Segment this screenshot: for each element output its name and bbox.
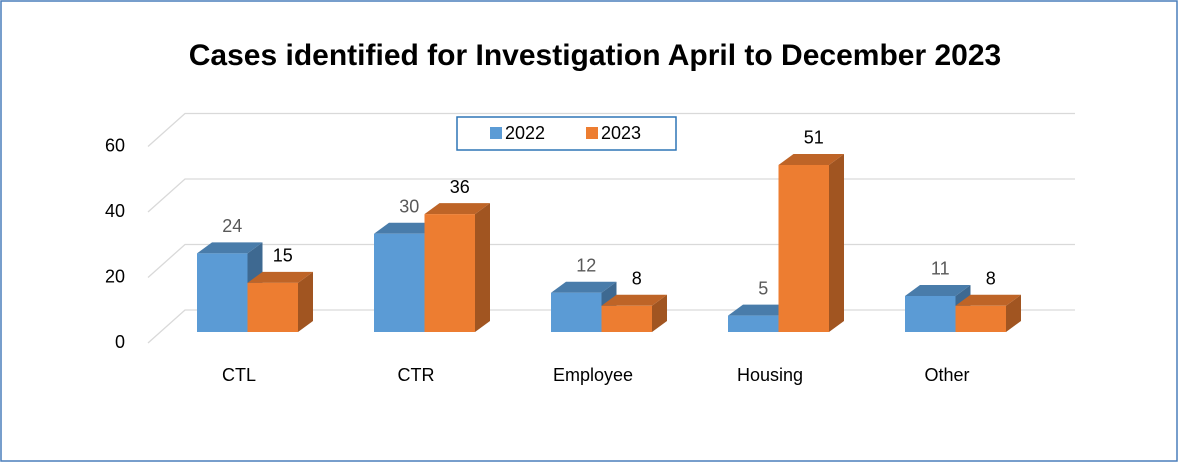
value-label: 11 bbox=[931, 259, 950, 279]
bar bbox=[247, 282, 298, 332]
bars bbox=[197, 153, 1021, 332]
x-tick-label: Housing bbox=[737, 365, 803, 385]
value-label: 8 bbox=[986, 269, 996, 289]
legend-box bbox=[456, 116, 677, 151]
bar bbox=[424, 214, 475, 332]
bar bbox=[955, 305, 1006, 332]
x-tick-label: Employee bbox=[553, 365, 633, 385]
value-label: 36 bbox=[450, 177, 470, 197]
value-label: 15 bbox=[273, 246, 293, 266]
bar-top bbox=[905, 284, 971, 296]
bar bbox=[728, 315, 779, 332]
bar-side bbox=[298, 271, 313, 332]
bar-top bbox=[374, 222, 440, 234]
bar-top bbox=[955, 294, 1021, 306]
bar-top bbox=[197, 242, 263, 254]
bar-top bbox=[778, 153, 844, 165]
x-tick-label: CTL bbox=[222, 365, 256, 385]
bar-top bbox=[601, 294, 667, 306]
bar-top bbox=[728, 304, 794, 316]
bar bbox=[197, 253, 248, 332]
bar bbox=[905, 295, 956, 332]
grid-line bbox=[147, 243, 1075, 278]
bar-top bbox=[424, 203, 490, 215]
y-tick-label: 0 bbox=[115, 332, 125, 352]
value-label: 30 bbox=[399, 197, 419, 217]
legend-label: 2023 bbox=[601, 123, 641, 143]
legend-swatch bbox=[490, 127, 502, 139]
bar-side bbox=[475, 203, 490, 332]
x-tick-label: Other bbox=[924, 365, 969, 385]
bar-side bbox=[1006, 294, 1021, 332]
bar bbox=[551, 292, 602, 332]
bar-top bbox=[551, 281, 617, 293]
value-label: 24 bbox=[222, 216, 242, 236]
chart-title: Cases identified for Investigation April… bbox=[189, 39, 1001, 72]
x-tick-label: CTR bbox=[398, 365, 435, 385]
bar bbox=[778, 164, 829, 332]
legend-swatch bbox=[586, 127, 598, 139]
legend-label: 2022 bbox=[505, 123, 545, 143]
grid-line bbox=[147, 112, 1075, 147]
value-label: 5 bbox=[758, 278, 768, 298]
grid-line bbox=[147, 178, 1075, 213]
value-label: 12 bbox=[576, 255, 596, 275]
bar bbox=[374, 233, 425, 332]
value-label: 51 bbox=[804, 128, 824, 148]
value-label: 8 bbox=[632, 269, 642, 289]
y-tick-label: 40 bbox=[105, 201, 125, 221]
bar-side bbox=[829, 153, 844, 332]
y-tick-label: 60 bbox=[105, 135, 125, 155]
bar bbox=[601, 305, 652, 332]
bar-side bbox=[652, 294, 667, 332]
labels: CTL 24 15 CTR 30 36 Employee 12 8 Housing 5 51 Other… bbox=[222, 128, 996, 385]
bar-top bbox=[247, 271, 313, 283]
legend: 2022 2023 bbox=[490, 123, 641, 143]
y-tick-label: 20 bbox=[105, 266, 125, 286]
